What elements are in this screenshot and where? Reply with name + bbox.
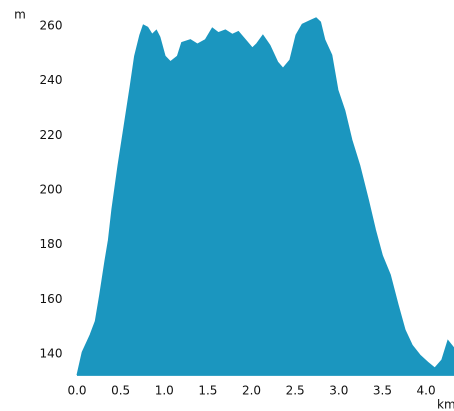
y-tick-label: 140 <box>40 347 63 361</box>
x-tick-label: 1.0 <box>155 384 174 398</box>
x-tick-label: 1.5 <box>198 384 217 398</box>
x-tick-label: 3.0 <box>329 384 348 398</box>
area-fill <box>77 17 454 376</box>
y-tick-label: 200 <box>40 183 63 197</box>
y-tick-label: 220 <box>40 128 63 142</box>
x-tick-label: 0.0 <box>67 384 86 398</box>
x-tick-label: 3.5 <box>373 384 392 398</box>
area-line <box>76 17 454 376</box>
x-tick-label: 2.0 <box>242 384 261 398</box>
y-axis-label: m <box>14 8 26 22</box>
x-tick-label: 4.0 <box>417 384 436 398</box>
x-tick-label: 0.5 <box>111 384 130 398</box>
x-tick-label: 2.5 <box>286 384 305 398</box>
y-tick-label: 160 <box>40 292 63 306</box>
x-axis-label: km <box>437 398 454 411</box>
y-tick-label: 260 <box>40 19 63 33</box>
y-tick-label: 240 <box>40 73 63 87</box>
y-tick-label: 180 <box>40 237 63 251</box>
